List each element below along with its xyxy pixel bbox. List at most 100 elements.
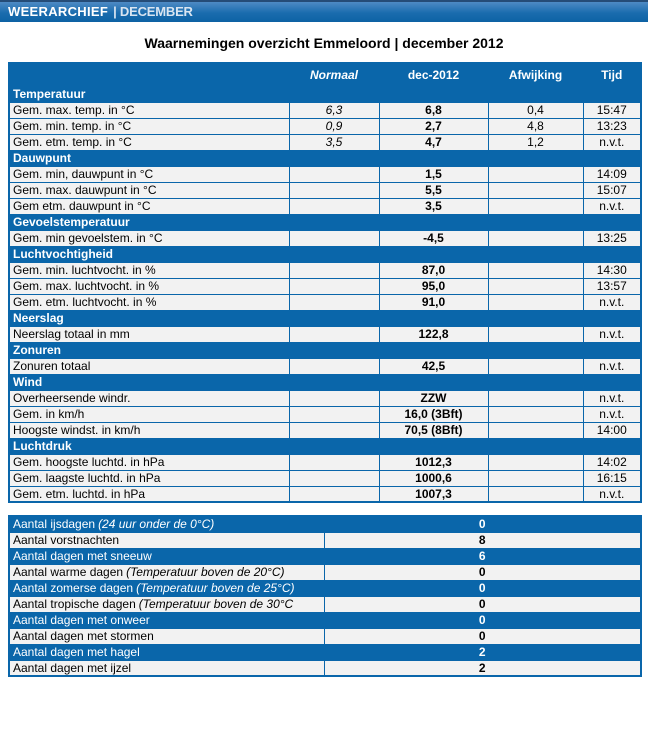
count-label: Aantal tropische dagen [13, 597, 136, 611]
day-count-row: Aantal zomerse dagen (Temperatuur boven d… [8, 579, 642, 597]
observation-row: Gem. min, dauwpunt in °C 1,5 14:09 [8, 165, 642, 183]
section-title: Luchtdruk [8, 437, 642, 455]
section-title: Gevoelstemperatuur [8, 213, 642, 231]
normaal-value: 0,9 [288, 117, 380, 135]
observation-row: Gem. etm. luchtd. in hPa 1007,3 n.v.t. [8, 485, 642, 503]
row-label: Gem. etm. luchtd. in hPa [8, 485, 290, 503]
count-label: Aantal dagen met hagel [13, 645, 140, 659]
tijd-value: n.v.t. [582, 357, 642, 375]
observation-row: Gem. laagste luchtd. in hPa 1000,6 16:15 [8, 469, 642, 487]
afwijking-value [487, 181, 584, 199]
header-period: | DECEMBER [113, 4, 193, 19]
section-title: Neerslag [8, 309, 642, 327]
column-header-tijd: Tijd [582, 62, 642, 87]
dec-2012-value: 1000,6 [378, 469, 489, 487]
count-note: (Temperatuur boven de 20°C) [126, 565, 285, 579]
afwijking-value [487, 261, 584, 279]
tijd-value: 14:00 [582, 421, 642, 439]
day-count-row: Aantal tropische dagen (Temperatuur boven… [8, 595, 642, 613]
count-value: 6 [323, 547, 642, 565]
count-label-cell: Aantal zomerse dagen (Temperatuur boven d… [8, 579, 325, 597]
normaal-value: 6,3 [288, 101, 380, 119]
dec-2012-value: 4,7 [378, 133, 489, 151]
dec-2012-value: 3,5 [378, 197, 489, 215]
count-value: 2 [323, 659, 642, 677]
section-header-row: Gevoelstemperatuur [8, 213, 642, 231]
tijd-value: 16:15 [582, 469, 642, 487]
afwijking-value [487, 293, 584, 311]
row-label: Gem. min gevoelstem. in °C [8, 229, 290, 247]
dec-2012-value: 122,8 [378, 325, 489, 343]
dec-2012-value: 1012,3 [378, 453, 489, 471]
afwijking-value [487, 421, 584, 439]
count-label: Aantal dagen met ijzel [13, 660, 132, 675]
tijd-value: n.v.t. [582, 389, 642, 407]
observation-row: Gem. hoogste luchtd. in hPa 1012,3 14:02 [8, 453, 642, 471]
column-header-normaal: Normaal [288, 62, 380, 87]
count-label: Aantal dagen met sneeuw [13, 549, 152, 563]
count-label-cell: Aantal dagen met hagel [8, 643, 325, 661]
observation-row: Gem etm. dauwpunt in °C 3,5 n.v.t. [8, 197, 642, 215]
normaal-value [288, 389, 380, 407]
afwijking-value [487, 357, 584, 375]
column-header-row: Normaal dec-2012 Afwijking Tijd [8, 62, 642, 87]
row-label: Gem. max. temp. in °C [8, 101, 290, 119]
tijd-value: 15:47 [582, 101, 642, 119]
day-count-row: Aantal ijsdagen (24 uur onder de 0°C) 0 [8, 515, 642, 533]
count-value: 0 [323, 579, 642, 597]
dec-2012-value: 42,5 [378, 357, 489, 375]
tijd-value: n.v.t. [582, 485, 642, 503]
afwijking-value [487, 405, 584, 423]
row-label: Gem. min. luchtvocht. in % [8, 261, 290, 279]
observation-row: Gem. min gevoelstem. in °C -4,5 13:25 [8, 229, 642, 247]
observation-row: Gem. etm. temp. in °C 3,5 4,7 1,2 n.v.t. [8, 133, 642, 151]
dec-2012-value: 95,0 [378, 277, 489, 295]
tijd-value: n.v.t. [582, 325, 642, 343]
count-value: 0 [323, 563, 642, 581]
count-note: (Temperatuur boven de 25°C) [136, 581, 295, 595]
weather-observations-table: Normaal dec-2012 Afwijking Tijd Temperat… [8, 62, 642, 503]
site-brand: WEERARCHIEF [8, 4, 109, 19]
header-bar: WEERARCHIEF | DECEMBER [0, 0, 648, 22]
section-header-row: Luchtvochtigheid [8, 245, 642, 263]
section-title: Temperatuur [8, 85, 642, 103]
tijd-value: 14:09 [582, 165, 642, 183]
row-label: Hoogste windst. in km/h [8, 421, 290, 439]
count-label-cell: Aantal dagen met stormen [8, 627, 325, 645]
day-count-row: Aantal vorstnachten 8 [8, 531, 642, 549]
dec-2012-value: 1007,3 [378, 485, 489, 503]
normaal-value [288, 357, 380, 375]
section-title: Wind [8, 373, 642, 391]
normaal-value [288, 277, 380, 295]
observation-row: Gem. in km/h 16,0 (3Bft) n.v.t. [8, 405, 642, 423]
normaal-value [288, 261, 380, 279]
tijd-value: 14:30 [582, 261, 642, 279]
row-label: Overheersende windr. [8, 389, 290, 407]
afwijking-value: 0,4 [487, 101, 584, 119]
tijd-value: 15:07 [582, 181, 642, 199]
tijd-value: n.v.t. [582, 197, 642, 215]
section-title: Dauwpunt [8, 149, 642, 167]
afwijking-value [487, 165, 584, 183]
observation-row: Hoogste windst. in km/h 70,5 (8Bft) 14:00 [8, 421, 642, 439]
tijd-value: n.v.t. [582, 133, 642, 151]
count-label-cell: Aantal vorstnachten [8, 531, 325, 549]
count-label: Aantal dagen met stormen [13, 629, 154, 643]
count-value: 0 [323, 515, 642, 533]
normaal-value [288, 421, 380, 439]
tijd-value: n.v.t. [582, 293, 642, 311]
count-value: 0 [323, 627, 642, 645]
count-value: 8 [323, 531, 642, 549]
row-label: Neerslag totaal in mm [8, 325, 290, 343]
day-count-row: Aantal dagen met stormen 0 [8, 627, 642, 645]
normaal-value [288, 453, 380, 471]
tijd-value: 13:23 [582, 117, 642, 135]
row-label: Gem. min, dauwpunt in °C [8, 165, 290, 183]
normaal-value [288, 469, 380, 487]
row-label: Gem. in km/h [8, 405, 290, 423]
normaal-value [288, 165, 380, 183]
dec-2012-value: 6,8 [378, 101, 489, 119]
dec-2012-value: -4,5 [378, 229, 489, 247]
section-title: Luchtvochtigheid [8, 245, 642, 263]
count-label-cell: Aantal dagen met onweer [8, 611, 325, 629]
